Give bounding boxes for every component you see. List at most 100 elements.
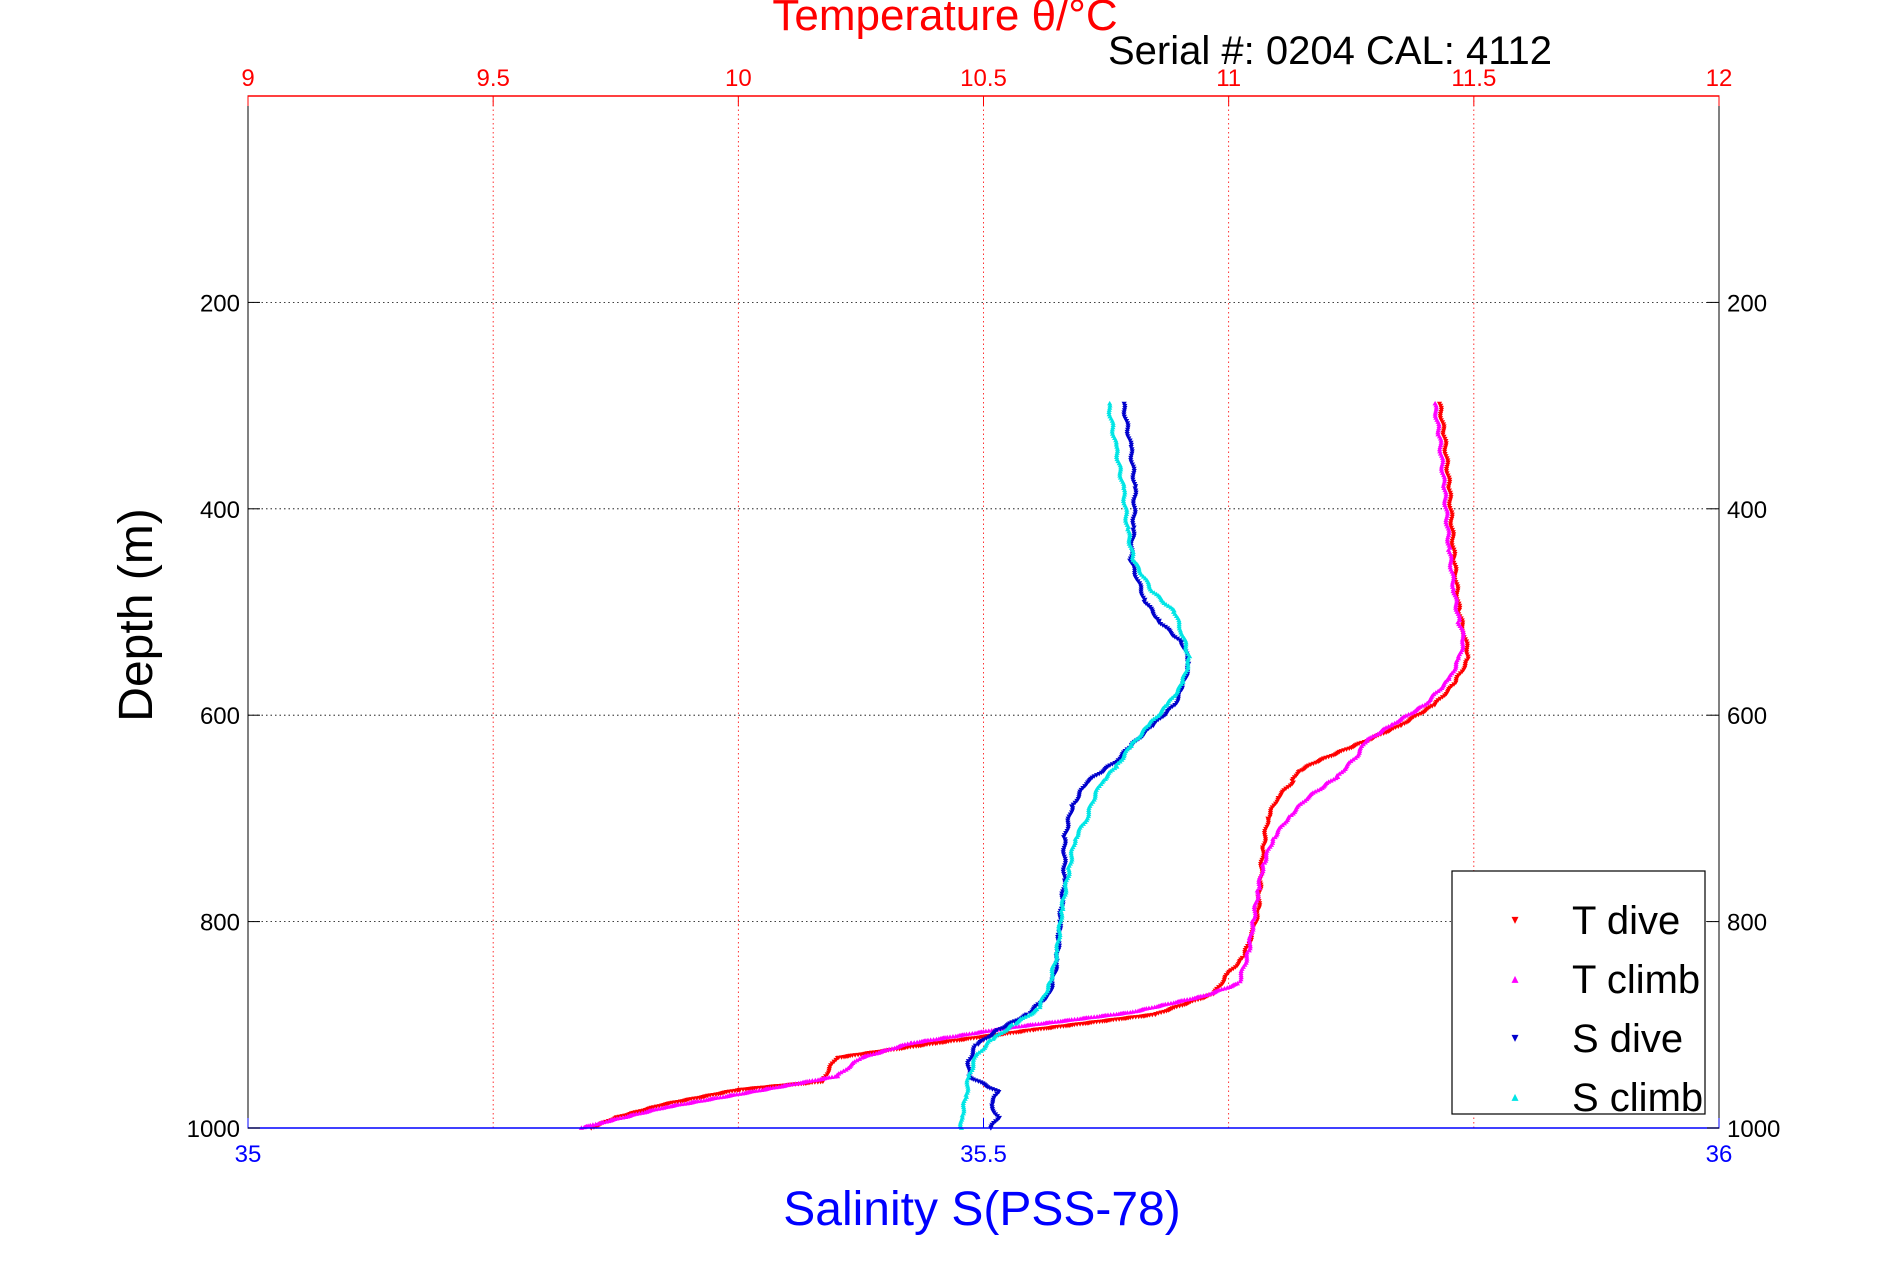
data-point bbox=[1252, 908, 1258, 914]
data-point bbox=[1127, 533, 1133, 538]
data-point bbox=[964, 1077, 970, 1083]
data-point bbox=[1037, 998, 1044, 1004]
data-point bbox=[1259, 862, 1266, 867]
data-point bbox=[1107, 405, 1113, 410]
data-point bbox=[1062, 883, 1068, 889]
data-point bbox=[1093, 789, 1099, 794]
data-point bbox=[620, 1115, 626, 1120]
data-point bbox=[1436, 421, 1442, 426]
data-point bbox=[1435, 427, 1441, 433]
y-axis-tick-label-right: 400 bbox=[1727, 497, 1767, 524]
data-point bbox=[1180, 677, 1186, 683]
data-point bbox=[983, 1036, 990, 1041]
data-point bbox=[1246, 947, 1252, 953]
data-point bbox=[1255, 890, 1261, 895]
data-point bbox=[1057, 932, 1063, 937]
bottom-axis-tick-label: 35.5 bbox=[960, 1141, 1007, 1168]
data-point bbox=[1063, 888, 1069, 893]
data-point bbox=[1183, 641, 1189, 647]
data-point bbox=[1072, 836, 1078, 841]
data-point bbox=[1130, 551, 1136, 557]
data-point bbox=[1053, 949, 1059, 955]
data-point bbox=[959, 1113, 965, 1118]
data-point bbox=[1443, 489, 1449, 495]
data-points bbox=[578, 400, 1471, 1131]
data-point bbox=[1441, 479, 1448, 484]
data-point bbox=[1113, 454, 1120, 460]
data-point bbox=[1107, 403, 1113, 408]
data-point bbox=[1450, 577, 1456, 583]
y-axis-tick-label-right: 600 bbox=[1727, 703, 1767, 730]
data-point bbox=[1114, 452, 1120, 457]
data-point bbox=[1069, 857, 1075, 862]
data-point bbox=[1456, 613, 1462, 618]
axes: 9 9.5 10 10.5 11 11.5 12 35 35.5 36 200 200 400 400 60… bbox=[187, 65, 1781, 1168]
data-point bbox=[1246, 935, 1252, 940]
data-point bbox=[981, 1037, 987, 1043]
data-point bbox=[1094, 773, 1100, 778]
data-point bbox=[1244, 954, 1250, 959]
data-point bbox=[1442, 476, 1448, 482]
data-point bbox=[1126, 539, 1132, 544]
data-point bbox=[1056, 928, 1062, 933]
data-point bbox=[1125, 524, 1131, 530]
data-point bbox=[1123, 511, 1130, 517]
data-point bbox=[1249, 919, 1255, 924]
data-point bbox=[1098, 770, 1105, 776]
data-point bbox=[1448, 556, 1455, 561]
data-point bbox=[1392, 720, 1398, 726]
y-axis-tick-label-left: 200 bbox=[200, 290, 240, 317]
data-point bbox=[1177, 627, 1183, 633]
data-point bbox=[1440, 457, 1446, 463]
data-point bbox=[1172, 635, 1178, 640]
data-point bbox=[1256, 879, 1262, 884]
data-point bbox=[1257, 885, 1263, 891]
data-point bbox=[1136, 565, 1142, 570]
series-s-climb bbox=[957, 400, 1193, 1130]
data-point bbox=[986, 1035, 992, 1040]
data-point bbox=[1106, 407, 1112, 412]
data-point bbox=[1059, 900, 1065, 905]
data-point bbox=[1244, 956, 1250, 961]
data-point bbox=[1059, 910, 1065, 916]
y-axis-tick-label-right: 200 bbox=[1727, 290, 1767, 317]
data-point bbox=[1124, 507, 1130, 512]
data-point bbox=[1256, 881, 1262, 887]
data-point bbox=[1107, 763, 1113, 768]
data-point bbox=[1339, 769, 1345, 775]
data-point bbox=[960, 1104, 967, 1110]
legend-marker: ▴ bbox=[1511, 1088, 1518, 1104]
data-point bbox=[1260, 866, 1266, 871]
data-point bbox=[1439, 455, 1446, 460]
data-point bbox=[1443, 519, 1449, 525]
data-point bbox=[1460, 633, 1466, 638]
data-point bbox=[1270, 838, 1276, 843]
data-point bbox=[988, 1034, 994, 1039]
data-point bbox=[1185, 661, 1191, 667]
top-axis-tick-label: 11.5 bbox=[1451, 65, 1496, 92]
data-point bbox=[1062, 881, 1068, 887]
data-point bbox=[1433, 403, 1439, 408]
data-point bbox=[1037, 1002, 1043, 1008]
data-point bbox=[1237, 978, 1243, 984]
data-point bbox=[1059, 898, 1065, 903]
data-point bbox=[1045, 980, 1052, 986]
data-point bbox=[843, 1067, 849, 1072]
legend-label: S climb bbox=[1572, 1076, 1703, 1120]
data-point bbox=[1109, 429, 1115, 434]
data-point bbox=[1436, 425, 1442, 431]
data-point bbox=[1238, 972, 1244, 978]
data-point bbox=[1122, 515, 1129, 521]
top-axis-tick-label: 10 bbox=[725, 65, 752, 92]
data-point bbox=[1121, 492, 1128, 497]
data-point bbox=[1092, 793, 1098, 798]
data-point bbox=[1260, 864, 1266, 869]
data-point bbox=[1126, 535, 1133, 540]
data-point bbox=[1444, 536, 1451, 542]
series-s-dive bbox=[965, 401, 1192, 1131]
data-point bbox=[1439, 464, 1445, 469]
data-point bbox=[1110, 420, 1116, 425]
data-point bbox=[1247, 941, 1253, 947]
x-axis-label-bottom: Salinity S(PSS-78) bbox=[783, 1183, 1180, 1236]
data-point bbox=[990, 1036, 996, 1041]
